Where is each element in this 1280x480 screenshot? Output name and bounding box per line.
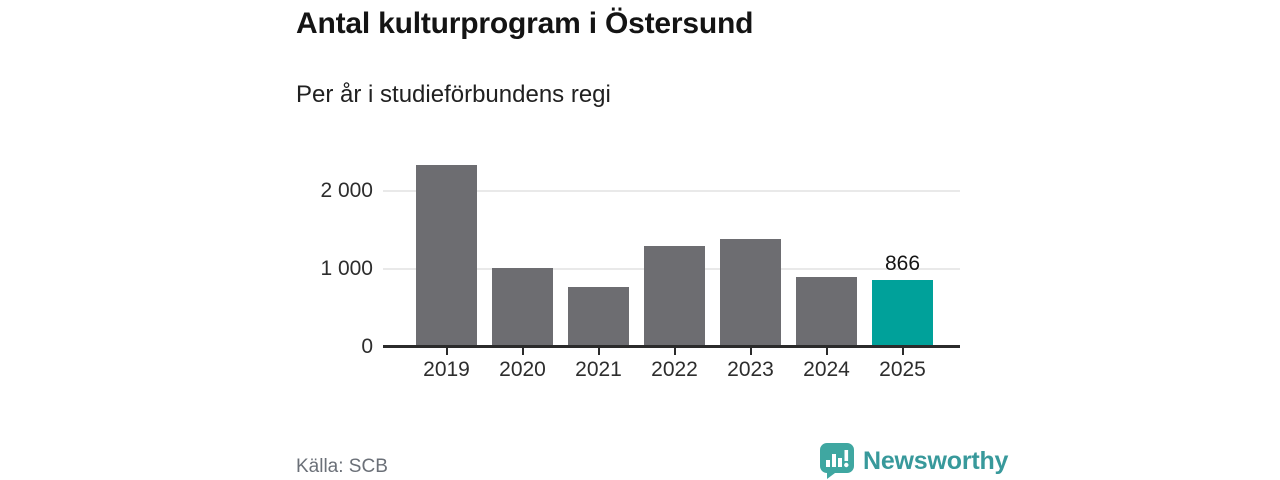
x-tick-mark-2021: [597, 348, 600, 355]
bar-2022: [644, 246, 705, 347]
x-tick-mark-2024: [825, 348, 828, 355]
x-tick-mark-2022: [673, 348, 676, 355]
source-label: Källa: SCB: [296, 456, 388, 477]
y-tick-label-0: 0: [361, 335, 373, 358]
y-tick-label-2000: 2 000: [320, 179, 373, 203]
x-tick-mark-2025: [901, 348, 904, 355]
bar-2019: [416, 165, 477, 347]
x-tick-label-2022: 2022: [651, 358, 698, 381]
newsworthy-logo-text: Newsworthy: [863, 446, 1009, 475]
x-tick-mark-2019: [445, 348, 448, 355]
chart-title: Antal kulturprogram i Östersund: [296, 7, 754, 40]
bar-2020: [492, 268, 553, 347]
x-tick-label-2025: 2025: [879, 358, 926, 381]
x-tick-label-2021: 2021: [575, 358, 622, 381]
x-tick-label-2023: 2023: [727, 358, 774, 381]
value-label-2025: 866: [884, 251, 921, 275]
newsworthy-logo: Newsworthy: [818, 442, 1008, 479]
y-tick-label-1000: 1 000: [320, 257, 373, 281]
x-tick-label-2019: 2019: [423, 358, 470, 381]
bar-2023: [720, 238, 781, 347]
gridline-2000: [383, 190, 960, 193]
x-tick-mark-2023: [749, 348, 752, 355]
bar-2024: [796, 276, 857, 347]
x-axis-line: [383, 345, 960, 348]
x-tick-label-2020: 2020: [499, 358, 546, 381]
bar-2025: [872, 279, 933, 347]
chart-subtitle: Per år i studieförbundens regi: [296, 81, 611, 108]
bar-2021: [568, 286, 629, 347]
x-tick-mark-2020: [521, 348, 524, 355]
x-tick-label-2024: 2024: [803, 358, 850, 381]
newsworthy-speech-bubble-bar-chart-icon: [820, 443, 854, 479]
